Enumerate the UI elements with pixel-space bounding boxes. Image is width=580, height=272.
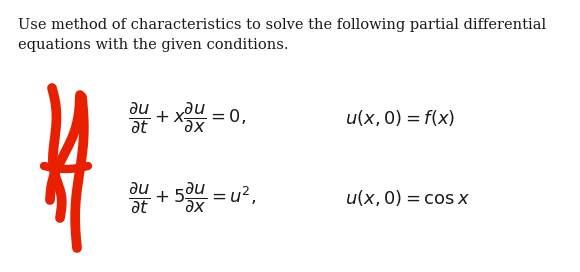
Text: $u(x, 0) = \cos x$: $u(x, 0) = \cos x$ <box>345 188 470 208</box>
Text: $u(x, 0) = f(x)$: $u(x, 0) = f(x)$ <box>345 108 455 128</box>
Text: Use method of characteristics to solve the following partial differential
equati: Use method of characteristics to solve t… <box>18 18 546 51</box>
Text: $\dfrac{\partial u}{\partial t} + 5\dfrac{\partial u}{\partial x} = u^2,$: $\dfrac{\partial u}{\partial t} + 5\dfra… <box>128 181 256 215</box>
Text: $\dfrac{\partial u}{\partial t} + x\dfrac{\partial u}{\partial x} = 0,$: $\dfrac{\partial u}{\partial t} + x\dfra… <box>128 101 246 135</box>
